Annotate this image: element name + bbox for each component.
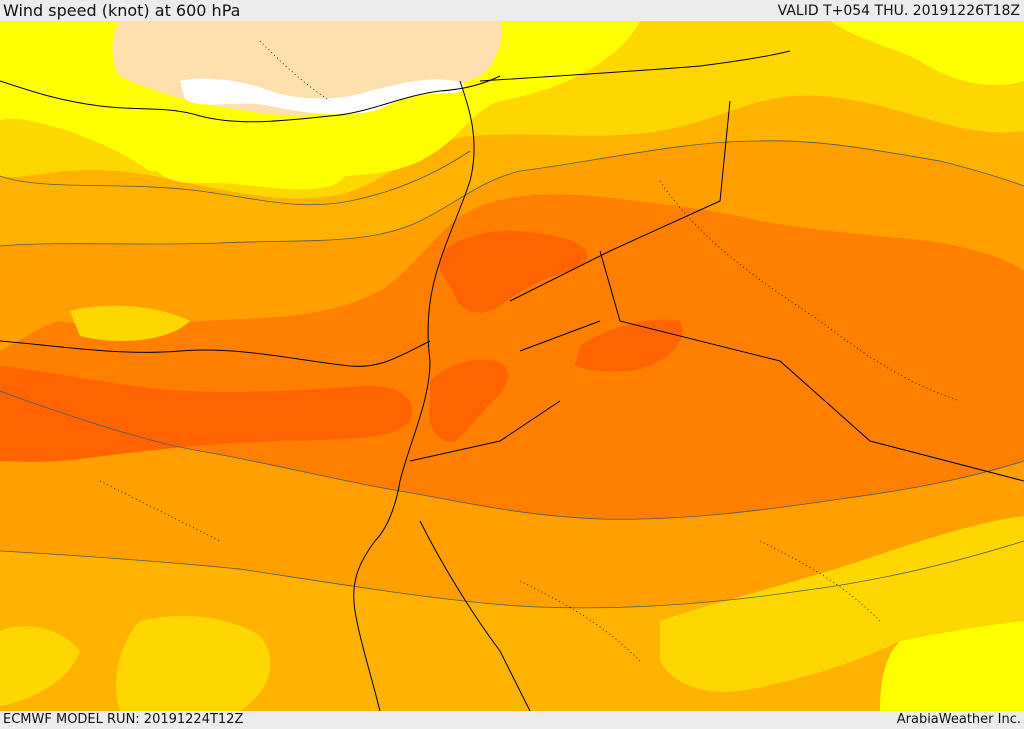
band-very-high-west [0,366,413,462]
patch-low-southeast [880,616,1024,711]
header-bar: Wind speed (knot) at 600 hPa VALID T+054… [0,0,1024,21]
internal-borders [99,40,961,662]
band-low-northeast [830,21,1024,85]
map-title: Wind speed (knot) at 600 hPa [3,1,241,20]
model-run: ECMWF MODEL RUN: 20191224T12Z [3,712,244,727]
band-medium-west [0,151,480,247]
patch-medium-low-2 [0,626,80,706]
patch-medium-low-southeast [660,516,1024,692]
band-very-high-levant [439,230,588,313]
wind-speed-map [0,21,1024,711]
band-low-cyprus [149,140,345,190]
band-calm [180,78,466,115]
credit: ArabiaWeather Inc. [896,712,1021,727]
band-very-high-iraq [575,319,683,372]
patch-medium-low-1 [70,305,190,341]
valid-time: VALID T+054 THU. 20191226T18Z [777,3,1020,19]
map-canvas [0,21,1024,711]
borders [0,50,1024,711]
band-very-high-jordan [429,359,509,442]
footer-bar: ECMWF MODEL RUN: 20191224T12Z ArabiaWeat… [0,711,1024,729]
patch-medium-low-south [116,616,271,711]
contour-lines [0,140,1024,609]
